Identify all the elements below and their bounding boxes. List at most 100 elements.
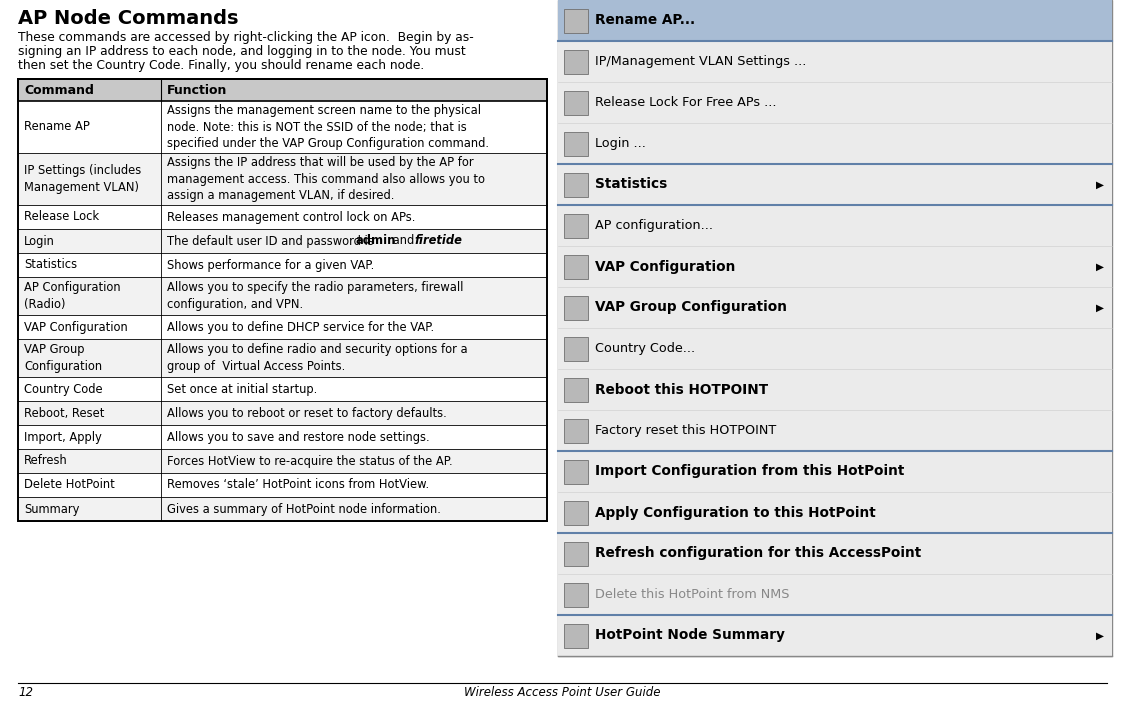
Bar bbox=[18, 449, 547, 473]
Text: AP Node Commands: AP Node Commands bbox=[18, 9, 238, 28]
Text: IP/Management VLAN Settings ...: IP/Management VLAN Settings ... bbox=[595, 55, 807, 68]
Text: VAP Configuration: VAP Configuration bbox=[24, 320, 128, 333]
Bar bbox=[558, 492, 1112, 533]
Text: ▶: ▶ bbox=[1096, 179, 1104, 189]
Text: Allows you to define radio and security options for a
group of  Virtual Access P: Allows you to define radio and security … bbox=[166, 343, 468, 373]
Text: Assigns the management screen name to the physical
node. Note: this is NOT the S: Assigns the management screen name to th… bbox=[166, 104, 489, 150]
Bar bbox=[18, 339, 547, 377]
Text: Country Code: Country Code bbox=[24, 382, 102, 396]
Bar bbox=[564, 9, 588, 33]
Bar bbox=[564, 583, 588, 606]
Text: Set once at initial startup.: Set once at initial startup. bbox=[166, 382, 317, 396]
Text: Wireless Access Point User Guide: Wireless Access Point User Guide bbox=[464, 686, 660, 700]
Bar bbox=[564, 377, 588, 401]
Text: 12: 12 bbox=[18, 686, 33, 700]
Bar bbox=[18, 101, 547, 153]
Text: AP Configuration
(Radio): AP Configuration (Radio) bbox=[24, 281, 120, 311]
Text: VAP Configuration: VAP Configuration bbox=[595, 259, 736, 274]
Text: Statistics: Statistics bbox=[24, 259, 78, 272]
Text: Factory reset this HOTPOINT: Factory reset this HOTPOINT bbox=[595, 424, 776, 437]
Bar bbox=[18, 425, 547, 449]
Text: Statistics: Statistics bbox=[595, 177, 667, 191]
Bar bbox=[18, 205, 547, 229]
Text: ▶: ▶ bbox=[1096, 262, 1104, 272]
Text: ▶: ▶ bbox=[1096, 630, 1104, 640]
Bar bbox=[564, 91, 588, 114]
Bar bbox=[558, 41, 1112, 82]
Bar bbox=[558, 287, 1112, 328]
Bar bbox=[564, 255, 588, 279]
Bar bbox=[564, 501, 588, 525]
Bar bbox=[564, 50, 588, 74]
Text: HotPoint Node Summary: HotPoint Node Summary bbox=[595, 628, 785, 642]
Bar bbox=[564, 131, 588, 155]
Bar bbox=[558, 82, 1112, 123]
Text: then set the Country Code. Finally, you should rename each node.: then set the Country Code. Finally, you … bbox=[18, 59, 424, 72]
Text: These commands are accessed by right-clicking the AP icon.  Begin by as-: These commands are accessed by right-cli… bbox=[18, 31, 474, 44]
Text: Release Lock: Release Lock bbox=[24, 211, 99, 223]
Bar bbox=[18, 277, 547, 315]
Text: Releases management control lock on APs.: Releases management control lock on APs. bbox=[166, 211, 415, 223]
Bar bbox=[18, 497, 547, 521]
Text: Apply Configuration to this HotPoint: Apply Configuration to this HotPoint bbox=[595, 506, 875, 520]
Text: Release Lock For Free APs ...: Release Lock For Free APs ... bbox=[595, 96, 776, 109]
Text: Login: Login bbox=[24, 235, 55, 247]
Text: admin: admin bbox=[356, 235, 395, 247]
Bar bbox=[558, 0, 1112, 41]
Text: Allows you to reboot or reset to factory defaults.: Allows you to reboot or reset to factory… bbox=[166, 406, 447, 420]
Text: AP configuration...: AP configuration... bbox=[595, 219, 713, 232]
Bar bbox=[18, 401, 547, 425]
Text: Rename AP...: Rename AP... bbox=[595, 13, 695, 28]
Text: signing an IP address to each node, and logging in to the node. You must: signing an IP address to each node, and … bbox=[18, 45, 466, 58]
Bar bbox=[558, 123, 1112, 164]
Text: Removes ‘stale’ HotPoint icons from HotView.: Removes ‘stale’ HotPoint icons from HotV… bbox=[166, 479, 429, 491]
Text: Delete HotPoint: Delete HotPoint bbox=[24, 479, 115, 491]
Bar bbox=[18, 153, 547, 205]
Bar bbox=[558, 533, 1112, 574]
Text: Login ...: Login ... bbox=[595, 137, 646, 150]
Text: Function: Function bbox=[166, 84, 227, 96]
Bar bbox=[564, 623, 588, 647]
Text: Delete this HotPoint from NMS: Delete this HotPoint from NMS bbox=[595, 588, 790, 601]
Text: Import Configuration from this HotPoint: Import Configuration from this HotPoint bbox=[595, 464, 904, 479]
Text: Reboot, Reset: Reboot, Reset bbox=[24, 406, 105, 420]
Bar bbox=[558, 615, 1112, 656]
Text: Command: Command bbox=[24, 84, 93, 96]
Text: firetide: firetide bbox=[414, 235, 462, 247]
Bar bbox=[18, 79, 547, 521]
Text: Summary: Summary bbox=[24, 503, 80, 515]
Bar bbox=[564, 213, 588, 238]
Bar bbox=[558, 451, 1112, 492]
Text: Allows you to specify the radio parameters, firewall
configuration, and VPN.: Allows you to specify the radio paramete… bbox=[166, 281, 464, 311]
Bar bbox=[18, 473, 547, 497]
Bar bbox=[564, 418, 588, 442]
Bar bbox=[558, 205, 1112, 246]
Bar bbox=[564, 296, 588, 320]
Bar bbox=[18, 315, 547, 339]
Bar bbox=[18, 253, 547, 277]
Text: Import, Apply: Import, Apply bbox=[24, 430, 101, 444]
Text: VAP Group
Configuration: VAP Group Configuration bbox=[24, 343, 102, 373]
Text: Reboot this HOTPOINT: Reboot this HOTPOINT bbox=[595, 382, 768, 396]
Text: VAP Group Configuration: VAP Group Configuration bbox=[595, 301, 787, 315]
Text: Forces HotView to re-acquire the status of the AP.: Forces HotView to re-acquire the status … bbox=[166, 454, 452, 467]
Text: ▶: ▶ bbox=[1096, 303, 1104, 313]
Text: Refresh: Refresh bbox=[24, 454, 68, 467]
Bar bbox=[18, 229, 547, 253]
Text: and: and bbox=[389, 235, 417, 247]
Text: IP Settings (includes
Management VLAN): IP Settings (includes Management VLAN) bbox=[24, 164, 142, 194]
Text: Allows you to save and restore node settings.: Allows you to save and restore node sett… bbox=[166, 430, 430, 444]
Bar bbox=[558, 328, 1112, 369]
Text: Country Code...: Country Code... bbox=[595, 342, 695, 355]
Text: The default user ID and password is: The default user ID and password is bbox=[166, 235, 377, 247]
Bar bbox=[18, 79, 547, 101]
Bar bbox=[558, 369, 1112, 410]
Text: Gives a summary of HotPoint node information.: Gives a summary of HotPoint node informa… bbox=[166, 503, 441, 515]
Text: Rename AP: Rename AP bbox=[24, 121, 90, 133]
Bar bbox=[558, 0, 1112, 656]
Bar bbox=[558, 410, 1112, 451]
Text: Assigns the IP address that will be used by the AP for
management access. This c: Assigns the IP address that will be used… bbox=[166, 156, 485, 202]
Bar bbox=[558, 246, 1112, 287]
Text: Shows performance for a given VAP.: Shows performance for a given VAP. bbox=[166, 259, 375, 272]
Text: Allows you to define DHCP service for the VAP.: Allows you to define DHCP service for th… bbox=[166, 320, 434, 333]
